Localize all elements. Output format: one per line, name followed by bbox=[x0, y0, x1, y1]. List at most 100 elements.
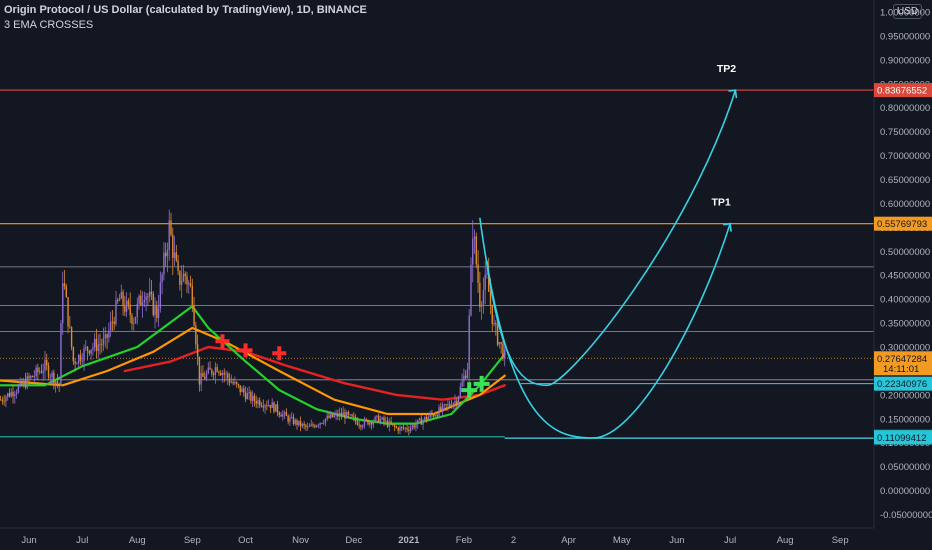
candle-body bbox=[163, 252, 165, 275]
candle-body bbox=[374, 416, 376, 422]
projection-curve-tp2[interactable] bbox=[486, 89, 737, 387]
candle-body bbox=[424, 416, 426, 421]
candle-body bbox=[275, 404, 277, 412]
candle-body bbox=[243, 388, 245, 393]
candle-body bbox=[117, 300, 119, 301]
price-tag-bg bbox=[874, 376, 932, 391]
candle-body bbox=[473, 236, 476, 239]
candle-body bbox=[149, 291, 151, 297]
candle-body bbox=[351, 414, 353, 417]
candle-body bbox=[500, 342, 502, 344]
candle-body bbox=[195, 325, 197, 345]
candle-body bbox=[246, 393, 249, 400]
candle-body bbox=[168, 220, 170, 251]
candle-body bbox=[235, 382, 238, 385]
bearish-cross-signal[interactable] bbox=[272, 346, 287, 361]
candle-body bbox=[283, 412, 286, 414]
candle-body bbox=[234, 382, 236, 384]
candle-body bbox=[267, 404, 270, 406]
y-tick-label: 1.00000000 bbox=[880, 8, 930, 19]
candle-body bbox=[335, 413, 337, 416]
candle-body bbox=[35, 367, 37, 377]
candle-body bbox=[448, 403, 451, 406]
x-tick-label: Dec bbox=[345, 535, 362, 546]
candle-body bbox=[88, 350, 91, 354]
candle-body bbox=[65, 286, 67, 298]
y-tick-label: 0.40000000 bbox=[880, 295, 930, 306]
candle-body bbox=[90, 349, 92, 354]
y-tick-label: 0.60000000 bbox=[880, 199, 930, 210]
candle-body bbox=[434, 415, 437, 417]
bearish-cross-signal[interactable] bbox=[215, 334, 230, 349]
candle-body bbox=[314, 425, 316, 428]
bullish-cross-signal[interactable] bbox=[461, 382, 478, 399]
bullish-cross-signal[interactable] bbox=[473, 375, 490, 392]
candle-body bbox=[152, 294, 154, 316]
candle-body bbox=[333, 415, 335, 418]
candle-body bbox=[390, 421, 392, 425]
candle-body bbox=[156, 305, 158, 318]
candle-body bbox=[401, 426, 403, 428]
candle-body bbox=[298, 420, 300, 426]
candle-body bbox=[42, 370, 44, 373]
candle-body bbox=[369, 421, 371, 425]
candle-body bbox=[468, 315, 470, 370]
candle-body bbox=[324, 418, 327, 423]
candle-body bbox=[385, 420, 387, 422]
candle-body bbox=[244, 392, 247, 400]
target-label-tp2[interactable]: TP2 bbox=[717, 63, 736, 75]
candle-body bbox=[218, 371, 220, 373]
candle-body bbox=[454, 400, 456, 404]
candle-body bbox=[331, 414, 334, 418]
candle-body bbox=[457, 396, 460, 405]
level-tag-bg bbox=[874, 83, 932, 98]
projection-curve-tp1[interactable] bbox=[479, 217, 731, 439]
y-tick-label: 0.70000000 bbox=[880, 151, 930, 162]
candle-body bbox=[133, 323, 135, 324]
y-tick-label: 0.20000000 bbox=[880, 390, 930, 401]
candle-body bbox=[441, 404, 444, 411]
candle-body bbox=[60, 323, 62, 386]
candle-body bbox=[205, 373, 208, 379]
time-axis[interactable] bbox=[0, 529, 874, 550]
candle-body bbox=[228, 378, 231, 383]
candle-body bbox=[69, 326, 71, 328]
price-tag-bg bbox=[874, 351, 932, 376]
chart-title: Origin Protocol / US Dollar (calculated … bbox=[4, 4, 367, 16]
candle-body bbox=[294, 420, 296, 424]
x-tick-label: Jun bbox=[21, 535, 36, 546]
candle-body bbox=[338, 412, 341, 417]
target-label-tp1[interactable]: TP1 bbox=[711, 197, 730, 209]
candle-body bbox=[255, 400, 257, 404]
candle-body bbox=[212, 373, 215, 375]
ema-slow-line[interactable] bbox=[123, 345, 506, 401]
candle-body bbox=[227, 373, 229, 379]
ema-fast-line[interactable] bbox=[0, 305, 506, 425]
candle-body bbox=[232, 381, 234, 384]
candle-body bbox=[280, 414, 282, 417]
candle-body bbox=[24, 380, 27, 388]
candle-body bbox=[170, 220, 172, 235]
candle-body bbox=[22, 380, 25, 385]
candle-body bbox=[193, 305, 195, 326]
y-tick-label: -0.05000000 bbox=[880, 510, 932, 521]
candle-body bbox=[113, 321, 115, 324]
candle-body bbox=[257, 400, 259, 404]
candle-body bbox=[289, 417, 291, 422]
indicator-label[interactable]: 3 EMA CROSSES bbox=[4, 19, 94, 31]
y-tick-label: 0.80000000 bbox=[880, 103, 930, 114]
candle-body bbox=[480, 304, 483, 307]
candle-body bbox=[502, 343, 504, 359]
currency-badge[interactable]: USD bbox=[893, 4, 923, 19]
candle-body bbox=[125, 300, 128, 312]
candle-body bbox=[138, 295, 140, 304]
bearish-cross-signal[interactable] bbox=[238, 343, 253, 358]
candle-body bbox=[28, 376, 30, 379]
candle-body bbox=[321, 422, 323, 424]
candle-body bbox=[271, 402, 273, 408]
ema-mid-line[interactable] bbox=[0, 326, 506, 416]
candle-body bbox=[131, 315, 133, 324]
candle-body bbox=[54, 381, 57, 385]
